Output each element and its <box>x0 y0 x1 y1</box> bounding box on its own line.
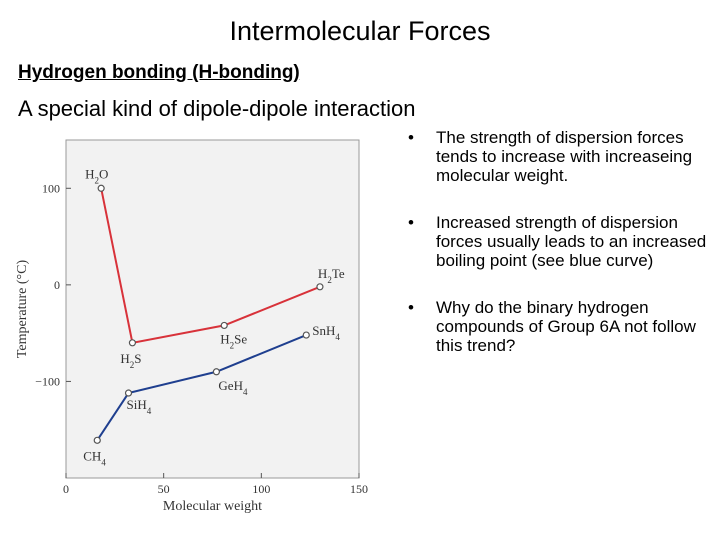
point-label: CH4 <box>83 448 106 467</box>
data-point <box>97 184 105 192</box>
plot-area <box>65 139 360 479</box>
bullet-text: The strength of dispersion forces tends … <box>436 128 693 185</box>
y-axis-label: Temperature (°C) <box>15 260 30 359</box>
x-tick-label: 50 <box>158 482 170 496</box>
point-label: H2S <box>120 351 141 370</box>
data-point <box>128 339 137 347</box>
data-point <box>212 368 221 376</box>
point-label: GeH4 <box>218 378 248 397</box>
point-label: SnH4 <box>312 323 340 342</box>
bullet-item: • Why do the binary hydrogen compounds o… <box>408 298 708 355</box>
bullet-dot: • <box>408 298 414 317</box>
point-label: H2Te <box>318 266 345 285</box>
series-line <box>100 188 321 344</box>
y-tick-label: 100 <box>42 181 60 195</box>
bullet-item: • Increased strength of dispersion force… <box>408 213 708 270</box>
data-point <box>93 436 101 444</box>
y-tick-label: −100 <box>35 374 60 388</box>
heading-hydrogen-bonding: Hydrogen bonding (H-bonding) <box>18 62 300 83</box>
bullet-text: Why do the binary hydrogen compounds of … <box>436 298 696 355</box>
series-line <box>96 334 307 441</box>
data-point <box>316 283 324 291</box>
bullet-list: • The strength of dispersion forces tend… <box>408 128 708 383</box>
bullet-dot: • <box>408 128 414 147</box>
bullet-item: • The strength of dispersion forces tend… <box>408 128 708 185</box>
point-label: H2Se <box>220 331 247 350</box>
point-label: SiH4 <box>127 397 152 416</box>
x-axis-label: Molecular weight <box>163 499 262 514</box>
bullet-text: Increased strength of dispersion forces … <box>436 213 707 270</box>
y-tick-label: 0 <box>54 278 60 292</box>
x-tick-label: 0 <box>63 482 69 496</box>
data-point <box>302 331 310 339</box>
x-tick-label: 100 <box>252 482 270 496</box>
point-label: H2O <box>85 166 108 185</box>
bullet-dot: • <box>408 213 414 232</box>
subheading: A special kind of dipole-dipole interact… <box>18 96 416 121</box>
data-point <box>124 389 133 397</box>
x-tick-label: 150 <box>350 482 368 496</box>
data-point <box>220 321 228 330</box>
slide-title: Intermolecular Forces <box>229 16 491 46</box>
